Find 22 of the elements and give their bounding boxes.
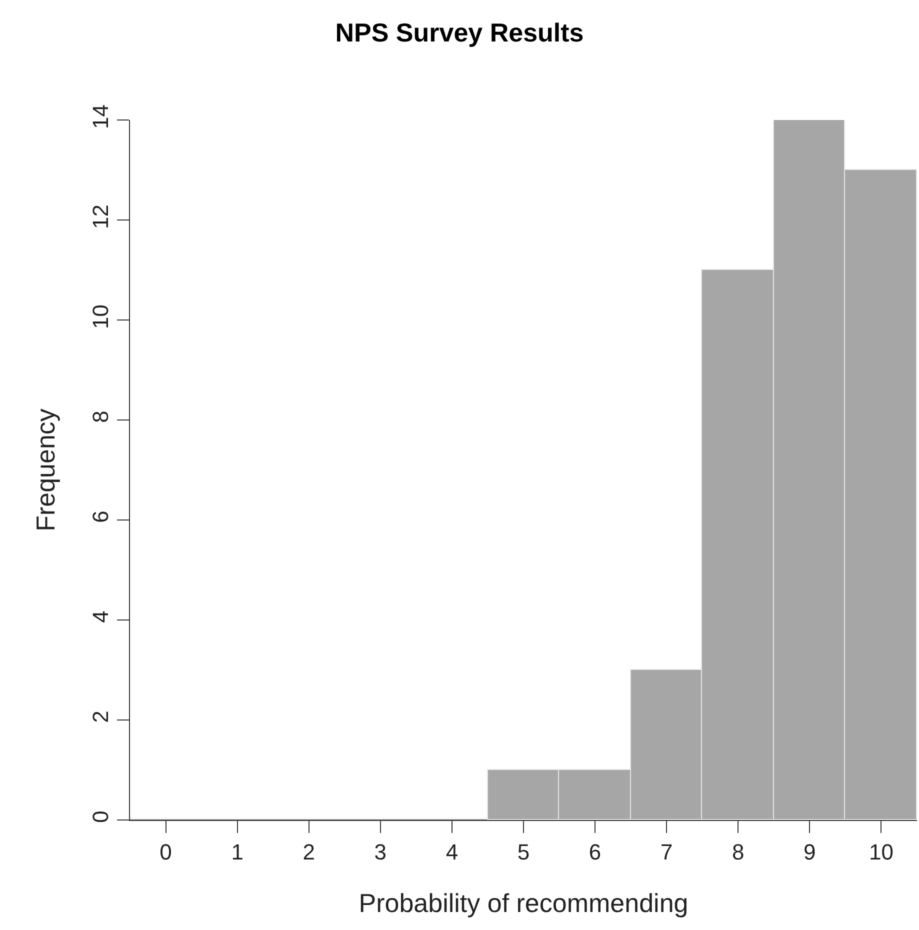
x-tick-label: 2 xyxy=(302,839,315,864)
x-tick-label: 7 xyxy=(660,839,673,864)
y-tick-label: 10 xyxy=(88,304,114,329)
x-tick-label: 10 xyxy=(868,839,894,864)
x-axis-title: Probability of recommending xyxy=(358,888,688,918)
x-tick-label: 0 xyxy=(160,839,172,864)
x-tick-label: 4 xyxy=(446,839,458,864)
x-tick-label: 9 xyxy=(804,839,816,864)
y-axis-title: Frequency xyxy=(30,408,61,532)
x-tick-label: 1 xyxy=(231,839,244,864)
x-tick-label: 3 xyxy=(374,839,387,864)
y-tick-label: 6 xyxy=(88,510,114,523)
y-tick-label: 2 xyxy=(88,710,114,723)
x-tick-label: 6 xyxy=(588,839,602,864)
x-tick-label: 8 xyxy=(732,839,744,864)
x-tick-label: 5 xyxy=(517,839,530,864)
y-tick-label: 8 xyxy=(88,410,114,423)
chart-title: NPS Survey Results xyxy=(335,17,584,48)
y-tick-label: 0 xyxy=(88,810,114,823)
y-tick-label: 12 xyxy=(88,204,114,229)
y-tick-label: 4 xyxy=(88,610,114,623)
y-tick-label: 14 xyxy=(88,104,114,129)
